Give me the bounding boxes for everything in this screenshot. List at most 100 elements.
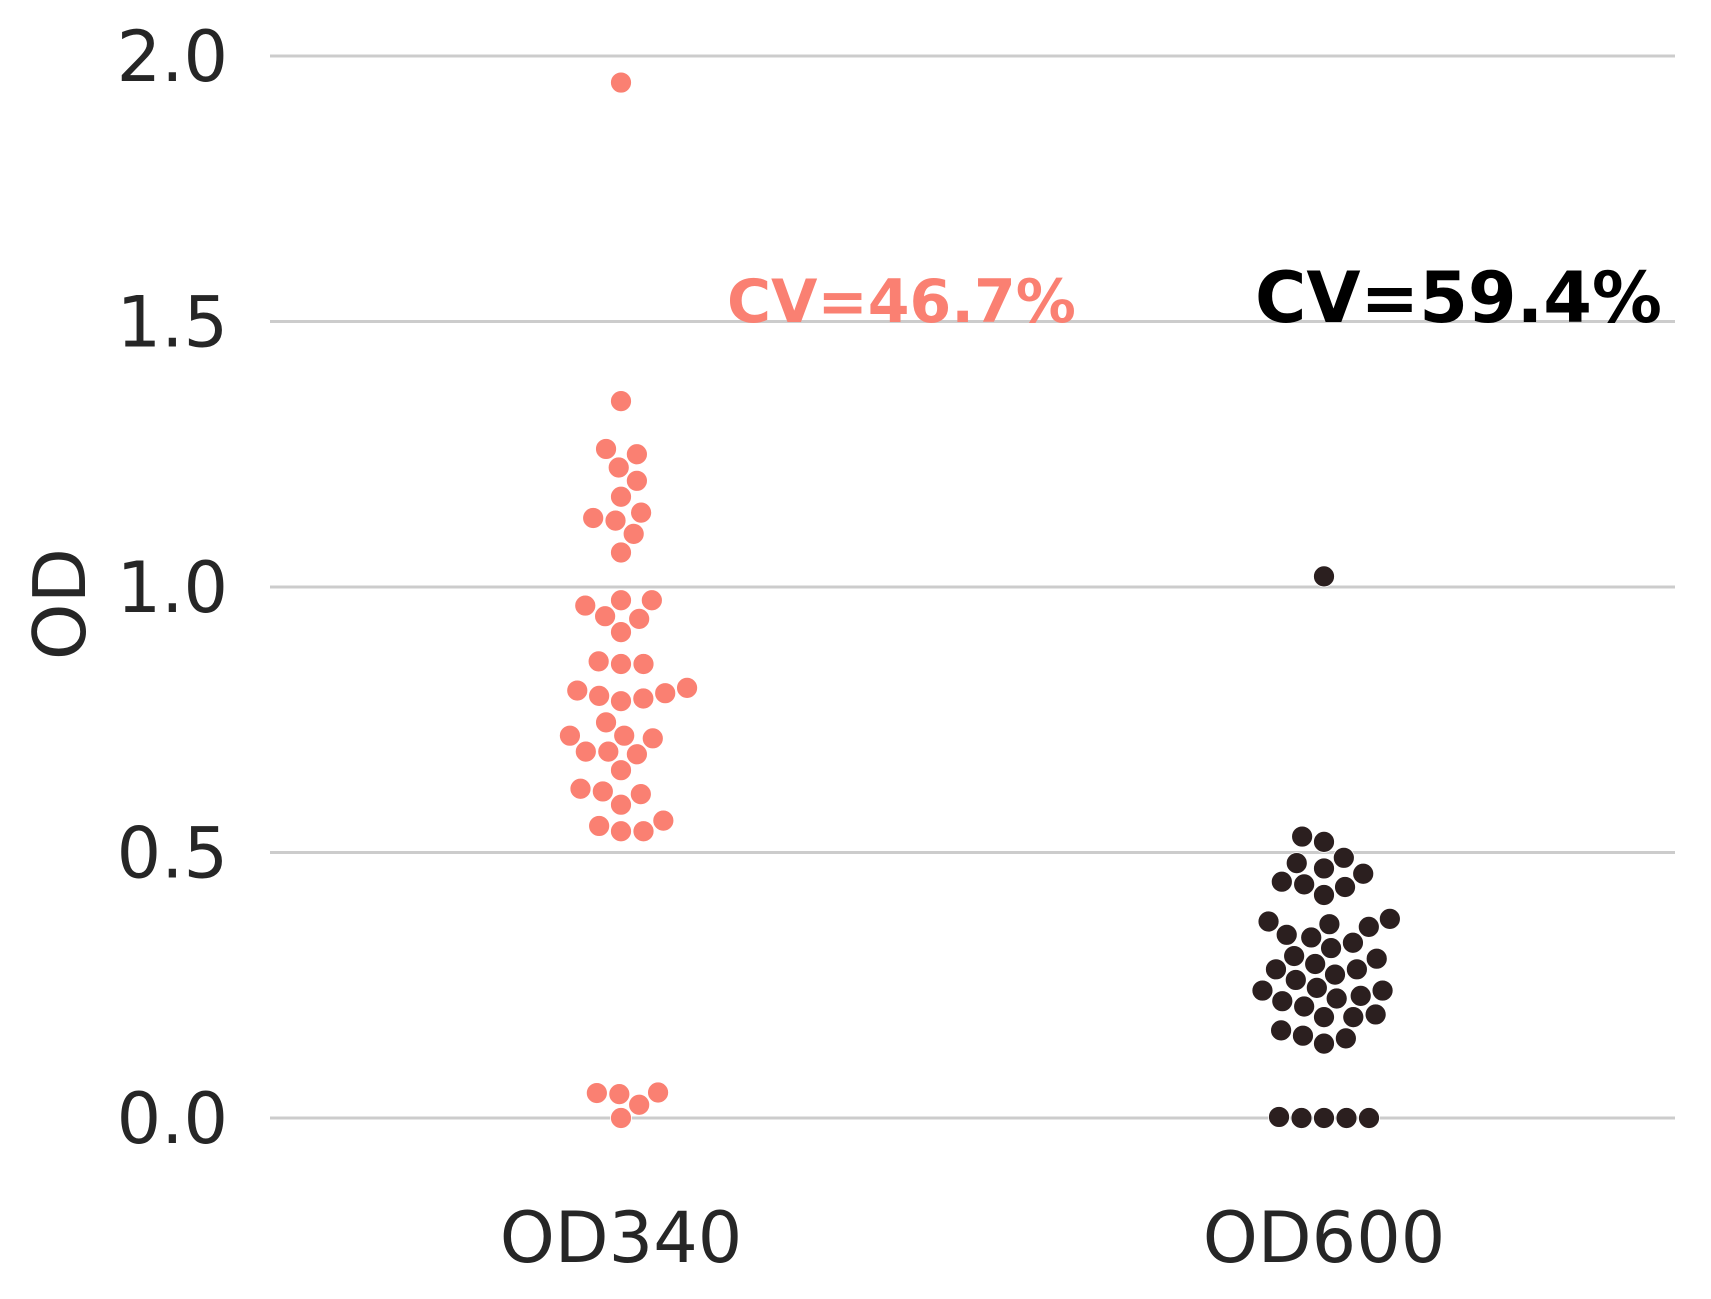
- data-point-od340: [628, 607, 651, 630]
- x-tick-labels: OD340 OD600: [500, 1197, 1446, 1279]
- y-axis-label: OD: [18, 548, 102, 660]
- data-point-od600: [1313, 1006, 1335, 1029]
- y-tick-label: 0.5: [117, 813, 228, 895]
- y-tick-labels: 0.0 0.5 1.0 1.5 2.0: [117, 16, 228, 1160]
- data-point-od600: [1324, 963, 1346, 986]
- data-point-od600: [1283, 945, 1306, 967]
- data-point-od340: [610, 589, 632, 612]
- data-point-od600: [1342, 1006, 1365, 1029]
- data-point-od340: [632, 687, 655, 710]
- data-point-od340: [604, 509, 627, 532]
- data-point-od340: [582, 507, 605, 529]
- data-point-od600: [1291, 825, 1314, 848]
- data-point-od340: [625, 443, 648, 466]
- grid-lines: [270, 54, 1675, 1120]
- data-point-od340: [625, 469, 648, 492]
- data-point-od600: [1378, 907, 1401, 930]
- data-point-od600: [1349, 984, 1372, 1007]
- data-point-od340: [595, 711, 617, 734]
- data-point-od340: [610, 541, 632, 564]
- data-point-od600: [1292, 1024, 1314, 1047]
- data-point-od600: [1275, 923, 1298, 946]
- data-point-od600: [1365, 947, 1388, 970]
- data-point-od340: [628, 1093, 651, 1116]
- data-point-od600: [1371, 979, 1394, 1002]
- data-point-od600: [1313, 857, 1335, 880]
- data-point-od600: [1358, 1107, 1380, 1129]
- data-point-od340: [652, 809, 675, 832]
- y-tick-label: 0.0: [117, 1078, 228, 1160]
- data-point-od340: [610, 759, 632, 782]
- data-point-od600: [1357, 915, 1380, 938]
- data-point-od340: [610, 71, 632, 94]
- data-point-od600: [1345, 958, 1368, 981]
- data-point-od340: [585, 1082, 608, 1104]
- cv-label-od600: CV=59.4%: [1255, 257, 1662, 339]
- data-point-od340: [629, 783, 652, 805]
- data-point-od600: [1342, 931, 1364, 954]
- data-point-od340: [622, 523, 645, 545]
- data-point-od600: [1305, 977, 1328, 999]
- data-point-od340: [630, 501, 653, 524]
- data-point-od340: [597, 740, 620, 763]
- data-point-od600: [1313, 1032, 1335, 1055]
- data-point-od600: [1265, 958, 1287, 981]
- data-point-od340: [610, 653, 632, 675]
- data-point-od340: [559, 724, 581, 747]
- data-point-od600: [1313, 884, 1335, 906]
- data-point-od600: [1335, 1107, 1358, 1129]
- data-point-od600: [1320, 937, 1342, 959]
- data-point-od340: [610, 485, 632, 508]
- data-point-od340: [632, 653, 655, 675]
- data-point-od340: [591, 780, 614, 803]
- x-tick-label: OD340: [500, 1197, 743, 1279]
- data-point-od600: [1334, 1027, 1357, 1050]
- data-point-od340: [587, 650, 610, 673]
- data-point-od600: [1257, 910, 1280, 933]
- y-tick-label: 1.5: [117, 282, 228, 364]
- data-point-od340: [569, 777, 592, 800]
- data-point-od340: [595, 438, 617, 460]
- data-point-od600: [1293, 873, 1316, 896]
- data-point-od600: [1268, 1106, 1290, 1128]
- cv-label-od340: CV=46.7%: [727, 267, 1076, 337]
- data-point-od600: [1313, 565, 1335, 588]
- data-point-od600: [1293, 995, 1316, 1018]
- data-point-od600: [1325, 987, 1348, 1010]
- data-point-od600: [1313, 1107, 1335, 1129]
- data-point-od600: [1284, 969, 1307, 991]
- data-point-od600: [1318, 913, 1341, 936]
- data-point-od340: [566, 679, 589, 702]
- data-point-od600: [1290, 1107, 1313, 1129]
- data-point-od340: [574, 594, 597, 617]
- data-point-od340: [574, 740, 597, 763]
- data-point-od340: [610, 793, 632, 816]
- data-point-od340: [676, 676, 698, 699]
- cv-labels: CV=46.7% CV=59.4%: [727, 257, 1662, 339]
- data-point-od340: [588, 815, 611, 837]
- data-point-od340: [610, 1107, 632, 1129]
- data-point-od600: [1304, 953, 1327, 975]
- data-point-od340: [654, 682, 677, 705]
- data-point-od340: [610, 690, 632, 713]
- data-point-od600: [1270, 1019, 1292, 1042]
- data-point-od600: [1270, 870, 1293, 893]
- data-point-od340: [610, 820, 632, 843]
- data-point-od600: [1300, 926, 1323, 949]
- data-point-od340: [625, 743, 648, 766]
- data-point-od340: [608, 1083, 631, 1106]
- data-point-od600: [1332, 846, 1355, 869]
- data-point-od600: [1352, 862, 1375, 885]
- data-point-od340: [632, 820, 655, 843]
- data-point-od600: [1271, 990, 1294, 1013]
- data-point-od600: [1334, 876, 1356, 898]
- data-point-od600: [1285, 852, 1308, 875]
- data-point-od340: [610, 390, 632, 413]
- data-point-od340: [613, 724, 636, 747]
- data-point-od600: [1251, 979, 1274, 1002]
- y-tick-label: 1.0: [117, 547, 228, 629]
- data-point-od340: [647, 1081, 669, 1104]
- data-point-od340: [640, 589, 663, 612]
- x-tick-label: OD600: [1203, 1197, 1446, 1279]
